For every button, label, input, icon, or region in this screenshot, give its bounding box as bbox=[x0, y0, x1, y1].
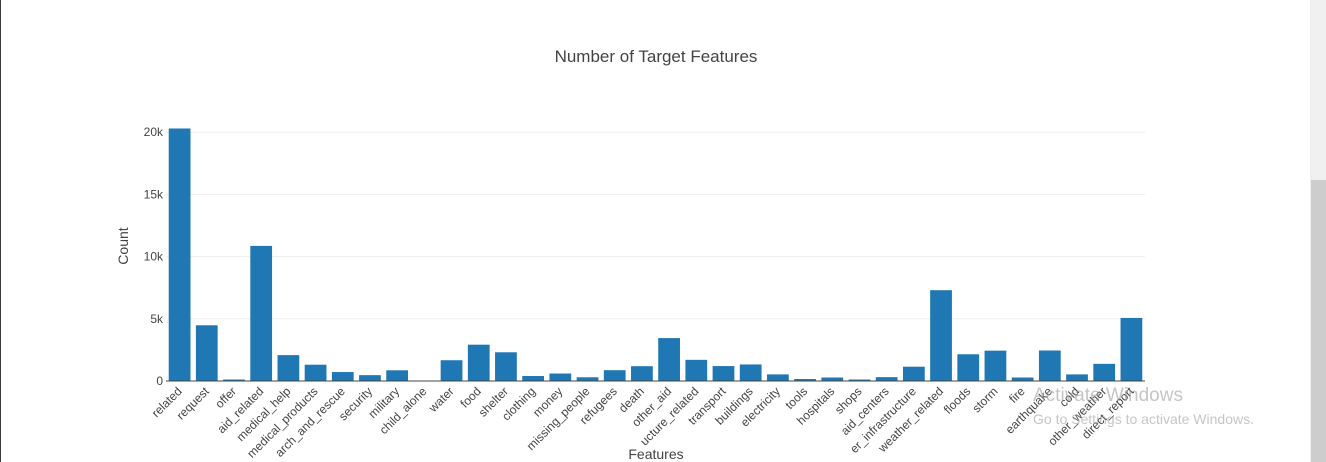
bar-missing_people[interactable] bbox=[576, 377, 599, 381]
bar-offer[interactable] bbox=[223, 379, 245, 381]
bar-shops[interactable] bbox=[848, 379, 871, 381]
bar-other_aid[interactable] bbox=[658, 338, 680, 381]
bar-security[interactable] bbox=[359, 375, 381, 381]
bars-layer bbox=[168, 128, 1143, 381]
bar-storm[interactable] bbox=[984, 350, 1007, 381]
bar-food[interactable] bbox=[467, 344, 490, 381]
bar-floods[interactable] bbox=[957, 354, 980, 381]
y-tick-label: 5k bbox=[150, 312, 164, 326]
bar-hospitals[interactable] bbox=[821, 377, 844, 381]
bar-aid_centers[interactable] bbox=[875, 377, 898, 381]
x-tick-label: fire bbox=[1006, 384, 1028, 406]
bar-other_infrastructure[interactable] bbox=[902, 366, 925, 381]
bar-direct_report[interactable] bbox=[1120, 317, 1143, 381]
bar-medical_products[interactable] bbox=[304, 364, 327, 381]
bar-transport[interactable] bbox=[712, 366, 735, 381]
bar-request[interactable] bbox=[195, 325, 218, 381]
bar-aid_related[interactable] bbox=[250, 245, 273, 381]
bar-money[interactable] bbox=[549, 373, 572, 381]
bar-fire[interactable] bbox=[1011, 377, 1034, 381]
bar-infrastructure_related[interactable] bbox=[685, 359, 708, 381]
bar-electricity[interactable] bbox=[767, 374, 789, 381]
x-tick-label: storm bbox=[969, 384, 1000, 415]
bar-weather_related[interactable] bbox=[930, 290, 952, 381]
y-tick-label: 10k bbox=[144, 250, 164, 264]
bar-refugees[interactable] bbox=[603, 370, 626, 381]
bar-search_and_rescue[interactable] bbox=[331, 372, 354, 381]
bar-death[interactable] bbox=[631, 366, 653, 381]
chart-title: Number of Target Features bbox=[555, 47, 758, 66]
bar-military[interactable] bbox=[386, 370, 409, 381]
x-tick-label: floods bbox=[941, 384, 974, 417]
y-axis-title: Count bbox=[115, 227, 131, 264]
bar-water[interactable] bbox=[440, 360, 463, 381]
bar-tools[interactable] bbox=[794, 379, 816, 381]
bar-other_weather[interactable] bbox=[1093, 363, 1116, 381]
bar-shelter[interactable] bbox=[495, 352, 517, 381]
y-tick-label: 20k bbox=[144, 125, 164, 139]
bar-earthquake[interactable] bbox=[1038, 350, 1061, 381]
x-axis-title: Features bbox=[628, 446, 683, 462]
y-tick-label: 15k bbox=[144, 187, 164, 201]
y-tick-label: 0 bbox=[156, 374, 163, 388]
bar-clothing[interactable] bbox=[522, 376, 545, 381]
bar-buildings[interactable] bbox=[739, 364, 762, 381]
bar-related[interactable] bbox=[168, 128, 191, 381]
grid-layer bbox=[166, 131, 1145, 320]
bar-cold[interactable] bbox=[1066, 374, 1088, 381]
window-left-edge bbox=[0, 0, 1, 462]
x-tick-label: water bbox=[425, 384, 456, 415]
bar-medical_help[interactable] bbox=[277, 355, 300, 381]
vertical-scrollbar-thumb[interactable] bbox=[1311, 180, 1326, 462]
